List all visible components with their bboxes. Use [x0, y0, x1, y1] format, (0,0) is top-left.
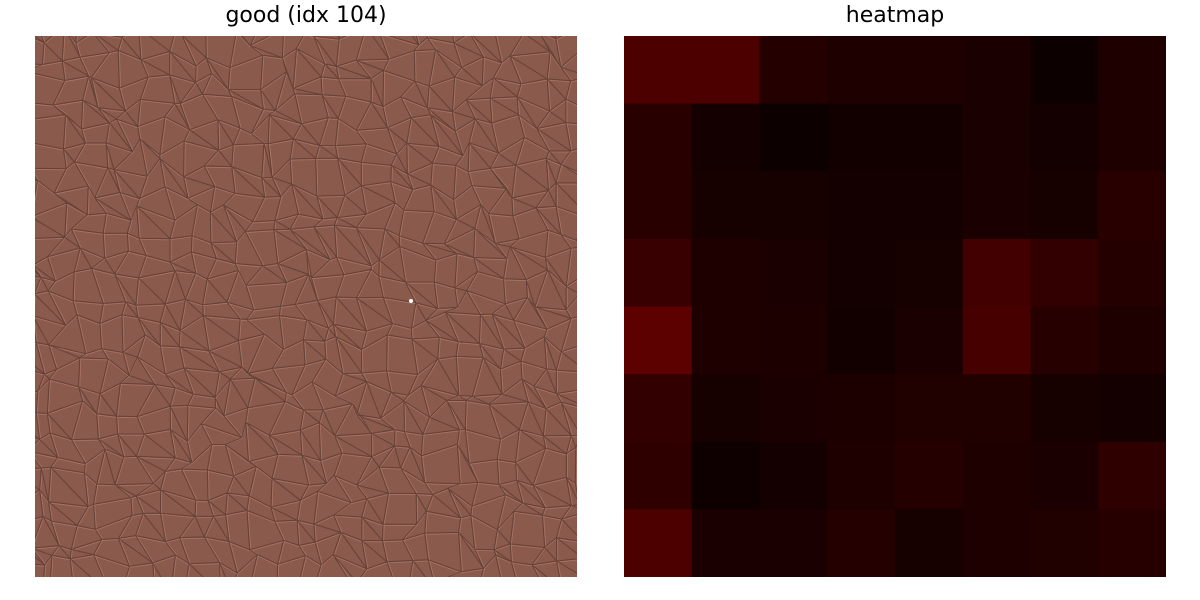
bright-speck: [409, 299, 413, 303]
heatmap-cell-7-4: [895, 509, 964, 577]
leather-texture-image: [35, 36, 577, 577]
heatmap-cell-0-4: [895, 36, 964, 105]
heatmap-cell-2-1: [691, 171, 761, 240]
heatmap-cell-0-2: [759, 36, 828, 105]
heatmap-cell-5-3: [827, 374, 896, 443]
heatmap-cell-0-5: [962, 36, 1032, 105]
heatmap-cell-2-7: [1098, 171, 1166, 240]
heatmap-cell-0-6: [1030, 36, 1099, 105]
heatmap-cell-4-5: [962, 306, 1032, 375]
heatmap-cell-0-0: [624, 36, 693, 105]
heatmap-cell-5-4: [895, 374, 964, 443]
heatmap-cell-7-1: [691, 509, 761, 577]
leather-texture-svg: [35, 36, 577, 577]
heatmap-cell-4-1: [691, 306, 761, 375]
heatmap-cell-2-0: [624, 171, 693, 240]
heatmap-cell-0-1: [691, 36, 761, 105]
heatmap-cell-4-6: [1030, 306, 1099, 375]
heatmap-cell-6-5: [962, 441, 1032, 510]
heatmap-cell-2-4: [895, 171, 964, 240]
heatmap-cell-6-6: [1030, 441, 1099, 510]
heatmap-cell-1-4: [895, 103, 964, 172]
heatmap-plot: [624, 36, 1166, 577]
heatmap-cell-5-5: [962, 374, 1032, 443]
heatmap-cell-1-0: [624, 103, 693, 172]
heatmap-cell-1-7: [1098, 103, 1166, 172]
heatmap-cell-0-3: [827, 36, 896, 105]
heatmap-cell-1-6: [1030, 103, 1099, 172]
heatmap-cell-6-4: [895, 441, 964, 510]
heatmap-cell-6-3: [827, 441, 896, 510]
heatmap-cell-2-6: [1030, 171, 1099, 240]
heatmap-cell-3-4: [895, 238, 964, 308]
heatmap-cell-4-3: [827, 306, 896, 375]
heatmap-cell-3-3: [827, 238, 896, 308]
heatmap-cell-7-2: [759, 509, 828, 577]
heatmap-cell-1-3: [827, 103, 896, 172]
heatmap-cell-7-6: [1030, 509, 1099, 577]
heatmap-cell-7-0: [624, 509, 693, 577]
heatmap-cell-6-7: [1098, 441, 1166, 510]
heatmap-cell-5-2: [759, 374, 828, 443]
heatmap-cell-5-1: [691, 374, 761, 443]
heatmap-cell-4-4: [895, 306, 964, 375]
heatmap-cell-7-5: [962, 509, 1032, 577]
heatmap-cell-3-7: [1098, 238, 1166, 308]
heatmap-cell-1-5: [962, 103, 1032, 172]
heatmap-cell-6-2: [759, 441, 828, 510]
heatmap-cell-3-2: [759, 238, 828, 308]
heatmap-svg: [624, 36, 1166, 577]
heatmap-cell-5-0: [624, 374, 693, 443]
heatmap-cell-5-6: [1030, 374, 1099, 443]
heatmap-title: heatmap: [845, 3, 945, 28]
heatmap-cell-4-0: [624, 306, 693, 375]
heatmap-cell-6-0: [624, 441, 693, 510]
heatmap-cell-5-7: [1098, 374, 1166, 443]
heatmap-cell-3-6: [1030, 238, 1099, 308]
heatmap-cell-2-3: [827, 171, 896, 240]
left-panel-title: good (idx 104): [225, 3, 387, 28]
heatmap-cell-7-7: [1098, 509, 1166, 577]
heatmap-cell-3-1: [691, 238, 761, 308]
heatmap-cell-2-2: [759, 171, 828, 240]
heatmap-cell-6-1: [691, 441, 761, 510]
heatmap-cell-2-5: [962, 171, 1032, 240]
heatmap-cell-0-7: [1098, 36, 1166, 105]
texture-cracks: [35, 36, 577, 577]
heatmap-cell-1-2: [759, 103, 828, 172]
heatmap-cell-7-3: [827, 509, 896, 577]
heatmap-cell-3-5: [962, 238, 1032, 308]
heatmap-cell-3-0: [624, 238, 693, 308]
heatmap-cell-4-7: [1098, 306, 1166, 375]
heatmap-cell-4-2: [759, 306, 828, 375]
heatmap-cell-1-1: [691, 103, 761, 172]
